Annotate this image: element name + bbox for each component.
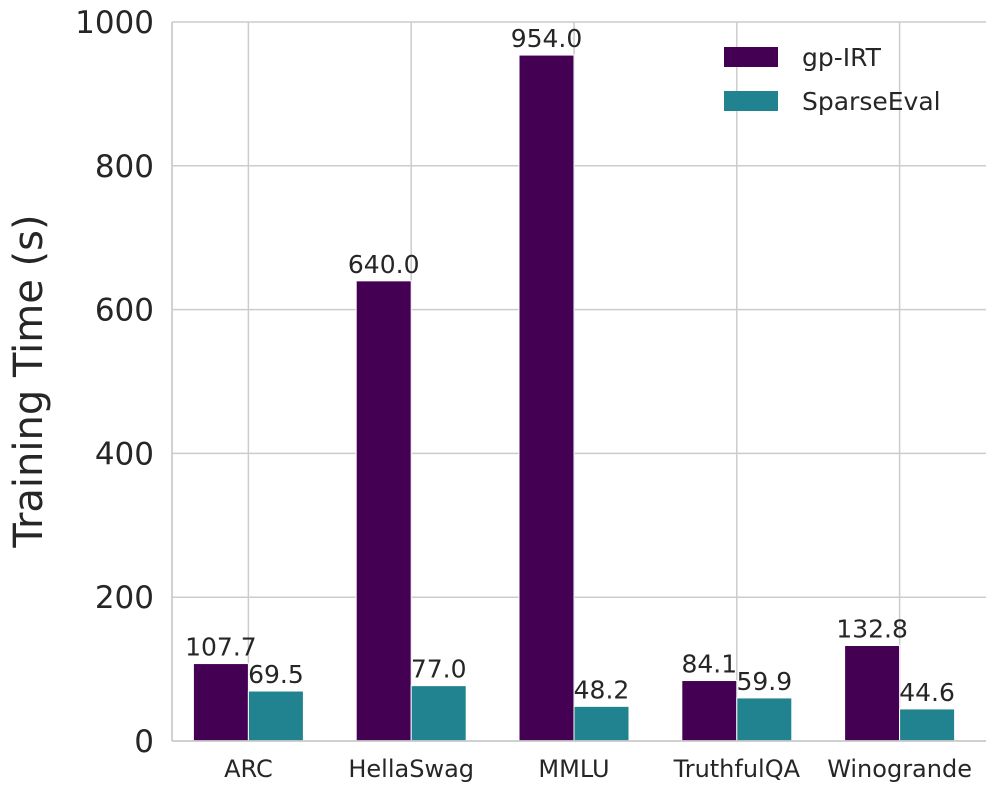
data-label: 59.9 <box>736 667 792 696</box>
x-tick-labels: ARC HellaSwag MMLU TruthfulQA Winogrande <box>224 755 972 783</box>
legend-label: SparseEval <box>802 87 941 116</box>
y-tick-label: 600 <box>95 293 154 329</box>
y-tick-labels: 0 200 400 600 800 1000 <box>75 5 154 760</box>
legend-swatch <box>724 91 778 111</box>
legend-swatch <box>724 47 778 67</box>
y-tick-label: 1000 <box>75 5 154 41</box>
bar-sparseeval <box>899 708 956 742</box>
legend-label: gp-IRT <box>802 43 882 72</box>
data-label: 69.5 <box>248 660 304 689</box>
axes <box>171 22 986 742</box>
x-tick-label: Winogrande <box>827 755 972 783</box>
bar-gp-irt <box>844 645 901 742</box>
bar-sparseeval <box>736 697 793 742</box>
bar-gp-irt <box>681 680 738 742</box>
x-tick-label: MMLU <box>538 755 609 783</box>
bar-gp-irt <box>518 54 575 742</box>
y-tick-label: 800 <box>95 149 154 185</box>
data-label: 132.8 <box>836 615 908 644</box>
x-tick-label: HellaSwag <box>348 755 474 783</box>
x-tick-label: TruthfulQA <box>673 755 801 783</box>
bar-gp-irt <box>192 663 249 742</box>
x-tick-label: ARC <box>224 755 273 783</box>
y-tick-label: 200 <box>95 580 154 616</box>
y-axis-title: Training Time (s) <box>6 214 52 548</box>
data-label: 640.0 <box>348 250 420 279</box>
bar-sparseeval <box>573 705 630 742</box>
y-tick-label: 400 <box>95 436 154 472</box>
data-labels: 107.7 640.0 954.0 84.1 132.8 69.5 77.0 48.2 59.9… <box>185 24 955 707</box>
data-label: 107.7 <box>185 633 257 662</box>
data-label: 44.6 <box>899 678 955 707</box>
data-label: 48.2 <box>574 675 630 704</box>
legend: gp-IRT SparseEval <box>724 43 941 116</box>
bar-sparseeval <box>247 690 304 742</box>
y-tick-label: 0 <box>134 724 154 760</box>
bar-sparseeval <box>410 685 467 742</box>
bars <box>192 54 956 742</box>
data-label: 84.1 <box>681 650 737 679</box>
data-label: 77.0 <box>411 655 467 684</box>
bar-gp-irt <box>355 280 412 742</box>
data-label: 954.0 <box>511 24 583 53</box>
